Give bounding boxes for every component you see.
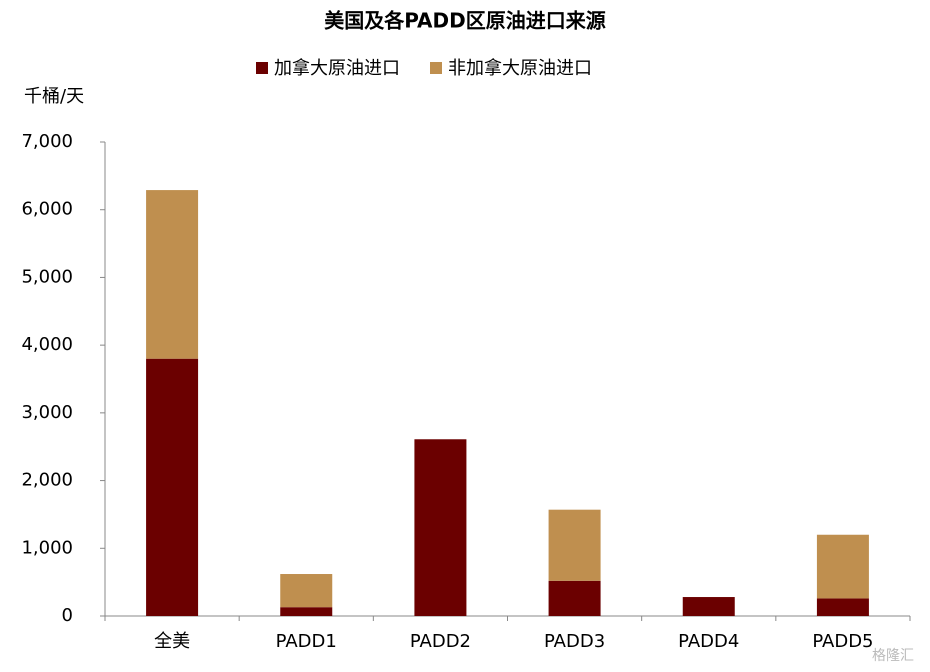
legend-label: 非加拿大原油进口 xyxy=(448,57,592,79)
x-tick-label: 全美 xyxy=(154,631,190,652)
legend-swatch xyxy=(430,62,442,74)
y-tick-label: 7,000 xyxy=(21,131,73,152)
bar-segment xyxy=(414,439,467,616)
bar-segment xyxy=(816,534,869,599)
y-tick-label: 3,000 xyxy=(21,402,73,423)
bar-segment xyxy=(548,580,601,616)
bar-segment xyxy=(548,509,601,581)
y-tick-label: 5,000 xyxy=(21,266,73,287)
x-tick-label: PADD3 xyxy=(544,631,605,652)
x-tick-label: PADD1 xyxy=(276,631,337,652)
legend-label: 加拿大原油进口 xyxy=(274,57,400,79)
x-tick-label: PADD2 xyxy=(410,631,471,652)
y-tick-label: 2,000 xyxy=(21,470,73,491)
watermark: 格隆汇 xyxy=(872,648,914,664)
y-axis-label: 千桶/天 xyxy=(24,86,84,107)
bar-segment xyxy=(816,598,869,616)
bar-segment xyxy=(682,597,735,616)
y-tick-label: 0 xyxy=(62,605,73,626)
y-tick-label: 1,000 xyxy=(21,537,73,558)
bar-segment xyxy=(146,358,199,616)
y-tick-label: 6,000 xyxy=(21,199,73,220)
x-tick-label: PADD4 xyxy=(678,631,739,652)
y-tick-label: 4,000 xyxy=(21,334,73,355)
bar-segment xyxy=(280,607,333,616)
bar-segment xyxy=(146,190,199,359)
bar-segment xyxy=(280,574,333,608)
x-tick-label: PADD5 xyxy=(812,631,873,652)
chart-title: 美国及各PADD区原油进口来源 xyxy=(324,9,606,33)
legend-swatch xyxy=(256,62,268,74)
